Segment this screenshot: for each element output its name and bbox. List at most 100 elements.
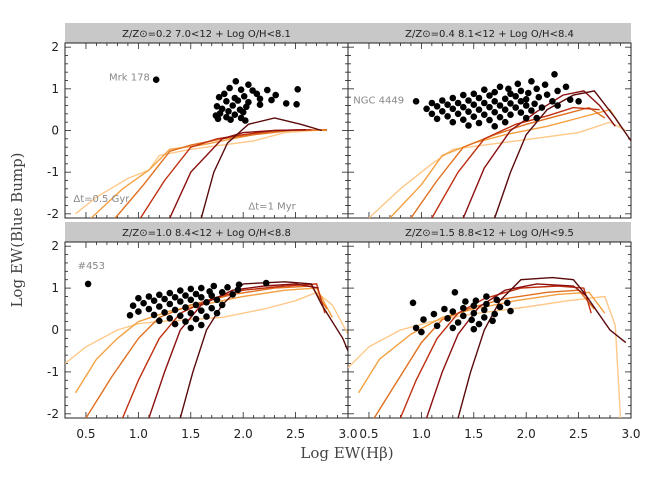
data-point	[152, 76, 160, 83]
data-point	[198, 284, 205, 292]
data-point	[481, 86, 488, 93]
data-point	[433, 322, 441, 330]
data-point	[507, 90, 514, 98]
tick-labels-group: 0.5 1.0 1.5 2.0 2.5 3.0 0.5 1.0 1.5 2.0 2.5 3.0-2-1…	[47, 40, 641, 441]
data-point	[166, 315, 174, 322]
data-point	[517, 109, 525, 116]
x-tick-label: 3.0	[621, 427, 640, 441]
data-point	[192, 290, 200, 298]
data-point	[225, 108, 232, 115]
data-point	[229, 102, 236, 109]
y-tick-label: -1	[47, 165, 59, 179]
data-point	[177, 298, 184, 305]
model-line-1	[75, 129, 328, 215]
data-point	[475, 119, 483, 127]
data-point	[531, 100, 538, 108]
data-point	[156, 291, 163, 299]
data-point	[187, 309, 195, 317]
data-point	[145, 305, 153, 313]
annotation: Mrk 178	[109, 73, 150, 84]
data-point	[253, 90, 261, 98]
data-point	[439, 108, 446, 115]
y-tick-label: 2	[51, 40, 59, 54]
data-point	[161, 295, 168, 303]
data-point	[182, 318, 189, 325]
data-point	[496, 303, 504, 311]
data-point	[481, 111, 488, 118]
data-point	[562, 83, 570, 91]
data-point	[451, 289, 459, 296]
data-point	[501, 118, 509, 126]
data-point	[182, 292, 189, 299]
data-point	[234, 286, 242, 294]
data-point	[409, 299, 417, 307]
data-point	[535, 93, 543, 101]
x-tick-label: 2.0	[517, 427, 536, 441]
data-point	[483, 293, 490, 300]
data-point	[528, 78, 535, 85]
data-point	[501, 95, 509, 103]
data-point	[483, 300, 490, 308]
data-point	[481, 306, 488, 314]
data-point	[213, 103, 221, 110]
data-point	[224, 284, 231, 291]
annotation: Δt=0.5 Gyr	[73, 194, 130, 205]
data-point	[507, 111, 514, 118]
data-point	[294, 86, 302, 93]
data-point	[210, 282, 218, 290]
model-lines	[368, 90, 631, 218]
data-point	[161, 309, 168, 316]
x-tick-label: 2.0	[234, 427, 253, 441]
data-point	[198, 321, 205, 329]
data-point	[512, 104, 519, 111]
data-point	[554, 102, 561, 109]
data-point	[528, 107, 535, 114]
data-point	[460, 312, 467, 320]
data-point	[156, 317, 163, 325]
data-point	[475, 94, 483, 102]
data-point	[472, 297, 480, 305]
y-tick-label: 2	[51, 239, 59, 253]
data-point	[449, 308, 457, 315]
data-point	[470, 302, 478, 310]
data-point	[496, 83, 504, 91]
model-line-5	[169, 129, 307, 218]
data-point	[465, 122, 472, 129]
data-points	[409, 289, 514, 336]
data-point	[208, 292, 215, 299]
data-point	[171, 294, 179, 301]
data-point	[449, 94, 457, 102]
data-point	[522, 114, 530, 122]
data-point	[439, 97, 446, 104]
data-point	[428, 99, 436, 107]
data-point	[551, 71, 558, 78]
data-point	[232, 78, 240, 85]
x-tick-label: 1.0	[412, 427, 431, 441]
data-point	[522, 102, 530, 109]
panel-title: Z/Z⊙=0.2 7.0<12 + Log O/H<8.1	[122, 29, 291, 40]
data-point	[140, 299, 147, 307]
data-point	[444, 315, 451, 322]
data-point	[554, 87, 561, 95]
data-point	[493, 296, 501, 304]
data-point	[156, 303, 163, 310]
data-points	[412, 71, 582, 130]
data-point	[187, 285, 195, 293]
data-point	[454, 110, 462, 118]
data-point	[171, 306, 179, 314]
data-point	[227, 116, 234, 123]
data-point	[239, 108, 247, 116]
data-point	[126, 312, 134, 319]
x-tick-label: 2.5	[569, 427, 588, 441]
data-point	[150, 311, 158, 319]
data-point	[475, 320, 483, 328]
data-point	[418, 328, 425, 336]
data-point	[240, 93, 248, 100]
x-axis-title: Log EW(Hβ)	[300, 444, 393, 462]
data-point	[481, 314, 488, 321]
data-point	[243, 103, 250, 111]
panel-title: Z/Z⊙=1.5 8.8<12 + Log O/H<9.5	[405, 228, 574, 239]
data-point	[262, 279, 270, 287]
data-point	[135, 308, 142, 315]
data-point	[245, 81, 252, 88]
